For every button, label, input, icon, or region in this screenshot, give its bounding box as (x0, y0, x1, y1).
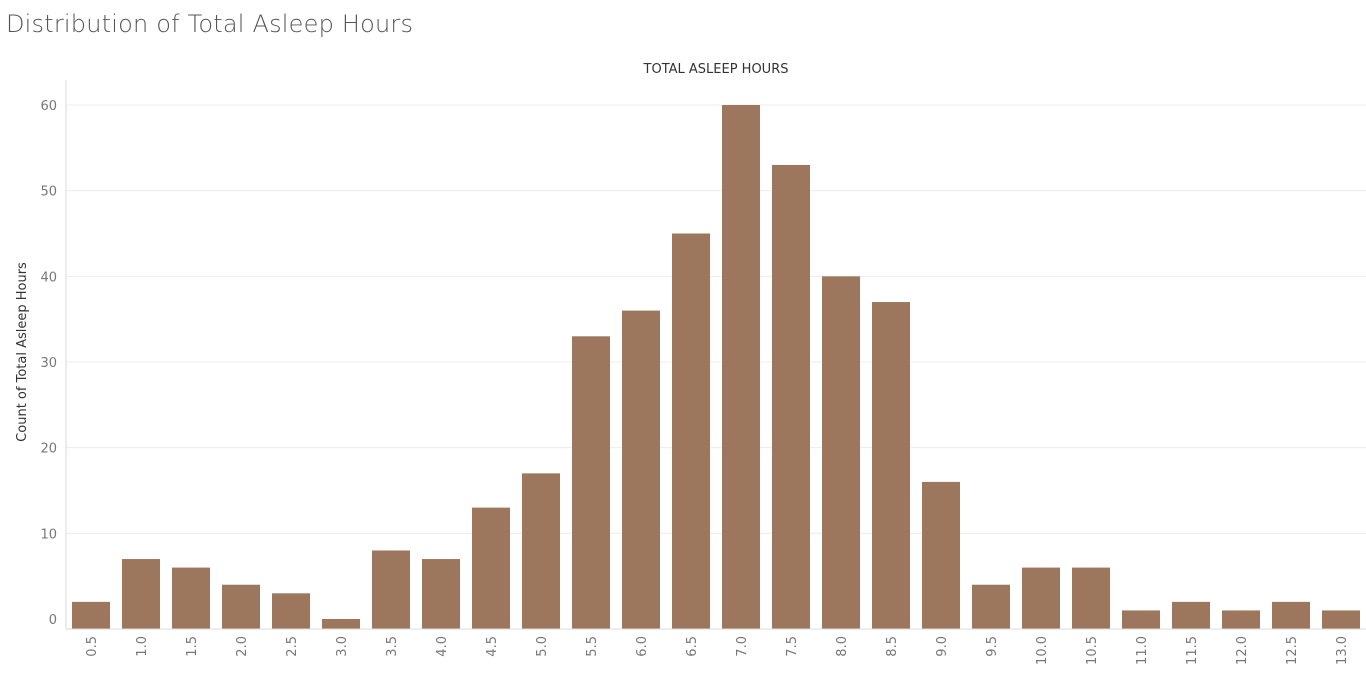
bar-9.5[interactable] (972, 584, 1010, 629)
x-tick-label: 1.0 (135, 636, 150, 657)
bar-8.0[interactable] (822, 276, 860, 629)
bar-11.5[interactable] (1172, 601, 1210, 629)
bar-8.5[interactable] (872, 302, 910, 629)
x-tick-label: 2.5 (285, 636, 300, 657)
y-tick-label: 60 (40, 99, 57, 114)
bar-2.5[interactable] (272, 593, 310, 629)
x-tick-label: 5.0 (535, 636, 550, 657)
bar-6.5[interactable] (672, 233, 710, 630)
bar-10.0[interactable] (1022, 567, 1060, 629)
y-tick-label: 40 (40, 270, 57, 285)
bar-5.5[interactable] (572, 336, 610, 629)
y-tick-label: 50 (40, 185, 57, 200)
x-axis-title: TOTAL ASLEEP HOURS (643, 62, 789, 77)
x-tick-label: 10.5 (1085, 636, 1100, 665)
x-tick-label: 4.0 (435, 636, 450, 657)
x-tick-label: 6.5 (685, 636, 700, 657)
bar-0.5[interactable] (72, 601, 110, 629)
bar-7.5[interactable] (772, 164, 810, 629)
bar-9.0[interactable] (922, 481, 960, 629)
bar-5.0[interactable] (522, 473, 560, 629)
x-tick-label: 12.0 (1235, 636, 1250, 665)
x-tick-label: 2.0 (235, 636, 250, 657)
x-tick-label: 13.0 (1335, 636, 1350, 665)
y-tick-label: 20 (40, 442, 57, 457)
y-axis-title: Count of Total Asleep Hours (15, 262, 30, 442)
y-tick-label: 30 (40, 356, 57, 371)
bar-3.0[interactable] (322, 619, 360, 629)
x-tick-label: 11.0 (1135, 636, 1150, 665)
bar-12.0[interactable] (1222, 610, 1260, 629)
bar-4.0[interactable] (422, 559, 460, 629)
x-tick-label: 9.5 (985, 636, 1000, 657)
x-tick-label: 8.5 (885, 636, 900, 657)
x-tick-label: 7.5 (785, 636, 800, 657)
bar-1.0[interactable] (122, 559, 160, 629)
bar-12.5[interactable] (1272, 601, 1310, 629)
bar-7.0[interactable] (722, 105, 760, 629)
grid-lines (66, 104, 1366, 534)
x-tick-label: 11.5 (1185, 636, 1200, 665)
bar-2.0[interactable] (222, 584, 260, 629)
bar-4.5[interactable] (472, 507, 510, 629)
x-tick-label: 0.5 (85, 636, 100, 657)
bar-13.0[interactable] (1322, 610, 1360, 629)
x-tick-label: 4.5 (485, 636, 500, 657)
x-tick-label: 5.5 (585, 636, 600, 657)
x-tick-label: 1.5 (185, 636, 200, 657)
y-axis-ticks: 0 10 20 30 40 50 60 (40, 99, 57, 628)
page-title: Distribution of Total Asleep Hours (6, 10, 414, 38)
x-tick-label: 12.5 (1285, 636, 1300, 665)
x-axis-ticks: 0.5 1.0 1.5 2.0 2.5 3.0 3.5 4.0 4.5 5.0 5.5 6.0 6.5 7… (85, 636, 1350, 665)
y-tick-label: 10 (40, 527, 57, 542)
x-tick-label: 10.0 (1035, 636, 1050, 665)
x-tick-label: 8.0 (835, 636, 850, 657)
x-tick-label: 3.0 (335, 636, 350, 657)
bar-10.5[interactable] (1072, 567, 1110, 629)
x-tick-label: 6.0 (635, 636, 650, 657)
bar-6.0[interactable] (622, 310, 660, 629)
y-tick-label: 0 (49, 613, 57, 628)
x-tick-label: 3.5 (385, 636, 400, 657)
bar-3.5[interactable] (372, 550, 410, 629)
x-tick-label: 9.0 (935, 636, 950, 657)
bar-1.5[interactable] (172, 567, 210, 629)
bars (72, 105, 1360, 629)
x-tick-label: 7.0 (735, 636, 750, 657)
bar-11.0[interactable] (1122, 610, 1160, 629)
